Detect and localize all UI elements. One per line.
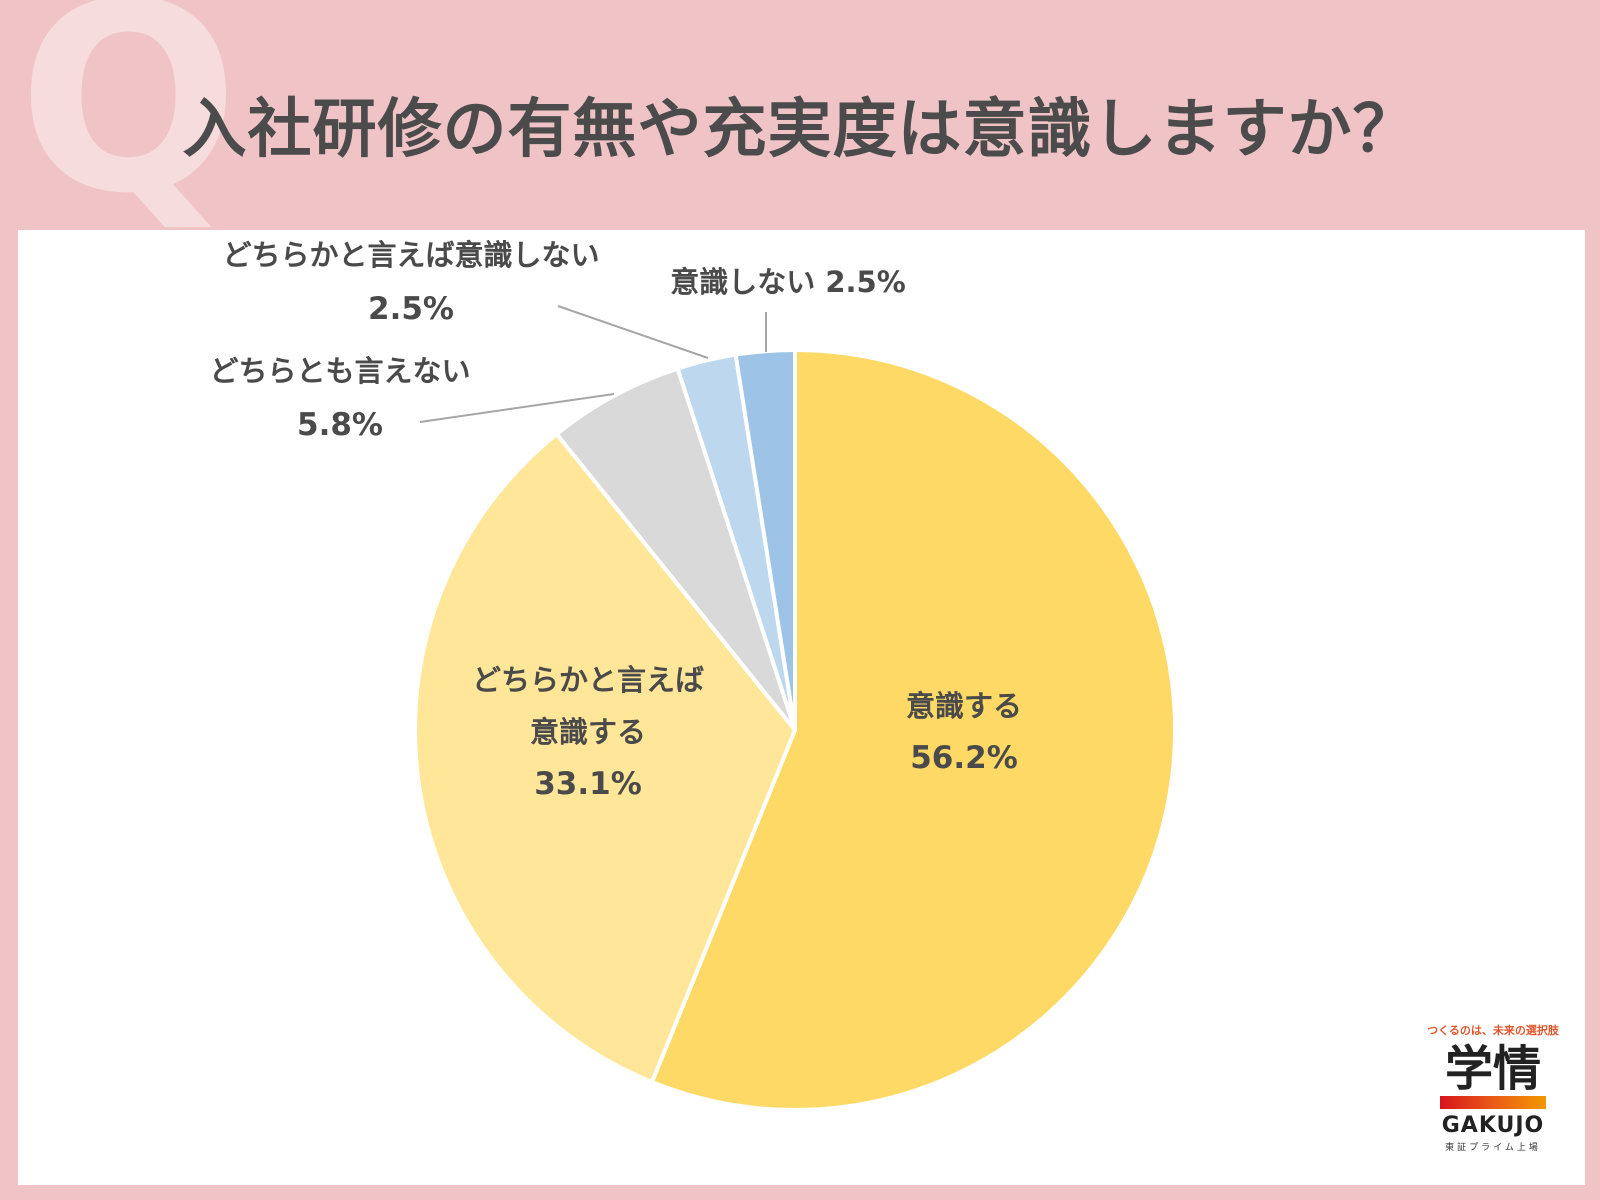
pie-slice-3 [554, 366, 797, 732]
slice-label-2-line-1: どちらかと言えば [472, 663, 704, 697]
leader-line-4 [557, 305, 709, 359]
logo-tagline: つくるのは、未来の選択肢 [1427, 1024, 1559, 1037]
logo-bar [1440, 1096, 1546, 1110]
pie-slice-1 [649, 348, 1177, 1112]
logo-name-jp: 学情 [1444, 1041, 1541, 1097]
slice-value-3: 5.8% [297, 407, 383, 443]
slice-label-5: 意識しない 2.5% [670, 265, 906, 299]
q-mark: Q [18, 0, 240, 251]
leader-line-3 [419, 393, 615, 423]
chart-panel: 意識する 56.2% どちらかと言えば 意識する 33.1% どちらとも言えない 5.8% ど… [18, 230, 1585, 1185]
pie-chart: 意識する56.2%どちらかと言えば意識する33.1%どちらとも言えない5.8%ど… [209, 238, 1177, 1112]
logo-name-en: GAKUJO [1441, 1113, 1545, 1139]
pie-slice-2 [413, 432, 797, 1085]
slice-label-1-line-1: 意識する [906, 689, 1022, 723]
gakujo-logo: つくるのは、未来の選択肢 学情 GAKUJO 東証プライム上場 [1418, 1022, 1568, 1153]
slice-label-4-line-1: どちらかと言えば意識しない [222, 238, 599, 272]
logo-sub: 東証プライム上場 [1445, 1143, 1541, 1154]
page-title: 入社研修の有無や充実度は意識しますか？ [182, 93, 1418, 167]
slice-label-2-line-2: 意識する [530, 715, 646, 749]
slice-value-2: 33.1% [534, 766, 642, 802]
slice-value-4: 2.5% [368, 291, 454, 327]
slice-label-3-line-1: どちらとも言えない [209, 354, 470, 388]
slice-value-1: 56.2% [910, 740, 1018, 776]
